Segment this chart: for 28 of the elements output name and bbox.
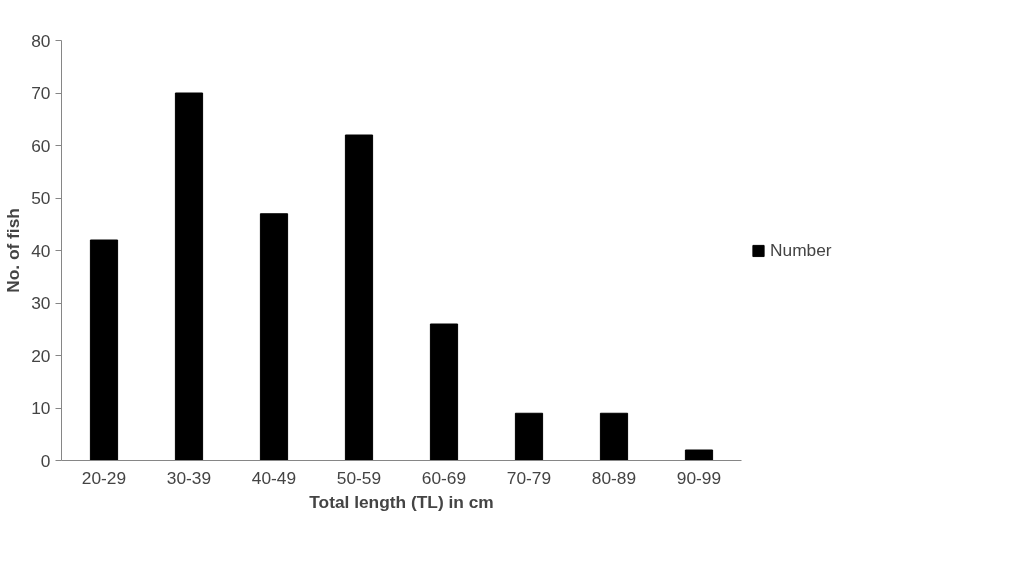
x-tick-label: 80-89 (591, 467, 637, 488)
x-tick-label: 40-49 (251, 467, 297, 488)
x-tick-label: 60-69 (421, 467, 467, 488)
bar (429, 323, 459, 461)
y-tick-label: 10 (31, 398, 51, 418)
y-tick-label: 0 (40, 450, 51, 471)
x-axis-title: Total length (TL) in cm (309, 491, 494, 512)
x-tick-label: 90-99 (676, 467, 722, 488)
x-tick-label: 30-39 (166, 467, 212, 488)
bar (344, 134, 374, 461)
y-tick-label: 60 (31, 135, 51, 156)
y-tick-label: 20 (31, 345, 51, 366)
y-tick-label: 80 (31, 30, 51, 51)
bar (174, 92, 204, 461)
y-tick-label: 70 (31, 83, 51, 103)
y-tick-label: 30 (31, 293, 51, 313)
bar (684, 449, 714, 461)
x-tick-label: 70-79 (506, 467, 552, 488)
y-tick-label: 50 (31, 188, 51, 208)
legend-label: Number (770, 239, 832, 261)
x-tick-label: 50-59 (336, 467, 382, 488)
bar (259, 213, 289, 461)
x-tick-label: 20-29 (81, 467, 127, 488)
bar (89, 239, 119, 461)
y-axis-title: No. of fish (3, 208, 24, 293)
bar (514, 412, 544, 461)
y-tick-label: 40 (31, 240, 51, 261)
bar (599, 412, 629, 461)
